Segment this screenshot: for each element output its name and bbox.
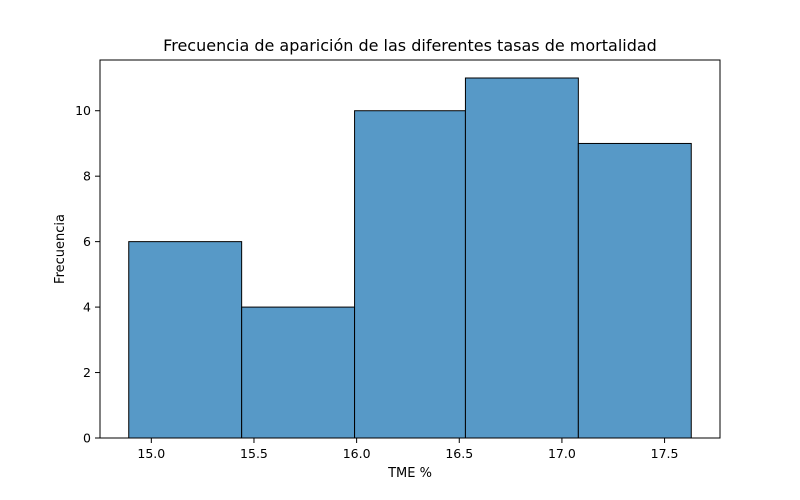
histogram-bar-4: [464, 77, 579, 439]
histogram-bar-5: [577, 142, 692, 439]
x-tick-label: 17.5: [651, 446, 679, 461]
y-tick-label: 2: [83, 365, 91, 380]
histogram-bar-3: [354, 110, 466, 439]
histogram-bar-1: [128, 241, 243, 439]
y-tick-label: 6: [83, 234, 91, 249]
y-axis-label: Frecuencia: [53, 214, 68, 284]
x-tick-label: 15.5: [240, 446, 268, 461]
x-axis-label: TME %: [387, 466, 432, 481]
chart-title: Frecuencia de aparición de las diferente…: [163, 36, 657, 55]
histogram-bars: [128, 77, 692, 439]
x-tick-label: 17.0: [548, 446, 576, 461]
y-tick-label: 4: [83, 300, 91, 315]
y-tick-label: 8: [83, 169, 91, 184]
x-tick-label: 16.0: [343, 446, 371, 461]
y-axis-ticks: 0 2 4 6 8 10: [75, 103, 100, 446]
histogram-bar-2: [241, 306, 356, 439]
x-axis-ticks: 15.0 15.5 16.0 16.5 17.0 17.5: [137, 438, 678, 461]
y-tick-label: 10: [75, 103, 91, 118]
plot-frame: [99, 59, 721, 439]
y-tick-label: 0: [83, 431, 91, 446]
x-tick-label: 15.0: [137, 446, 165, 461]
x-tick-label: 16.5: [445, 446, 473, 461]
